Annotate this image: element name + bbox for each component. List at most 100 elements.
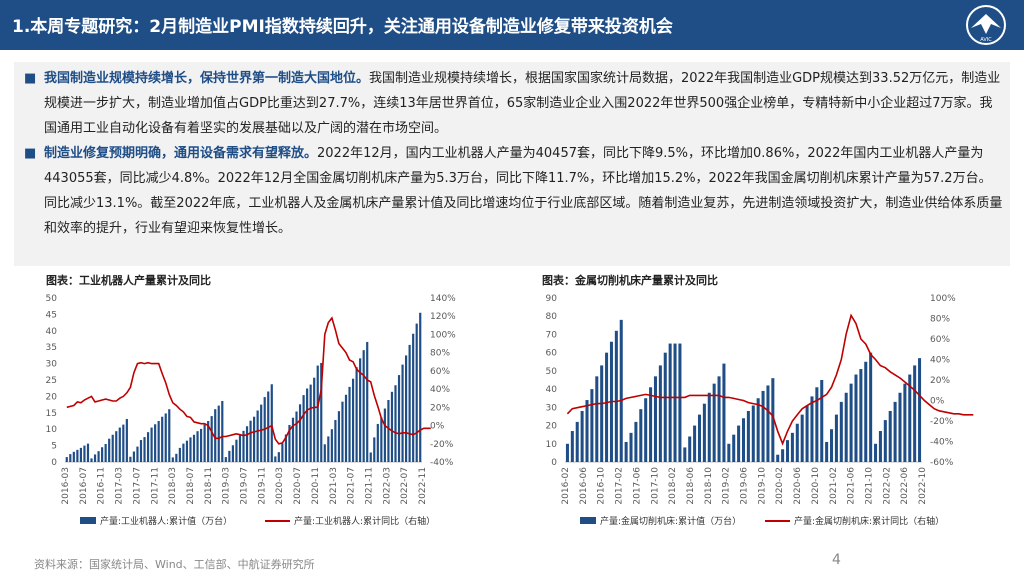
x-tick-label: 2021-03 <box>329 467 339 505</box>
bar <box>309 384 312 462</box>
bar <box>776 454 780 462</box>
bar <box>97 451 100 462</box>
right-axis-tick-label: 100% <box>930 294 956 304</box>
summary-paragraph-1: 我国制造业规模持续增长，保持世界第一制造大国地位。我国制造业规模持续增长，根据国… <box>44 66 1004 141</box>
bar <box>104 443 107 462</box>
bar <box>404 355 408 462</box>
bar <box>751 405 755 462</box>
bar <box>678 343 682 462</box>
bar <box>146 432 150 462</box>
bar <box>125 419 128 462</box>
x-tick-label: 2020-06 <box>793 467 803 505</box>
bar <box>171 457 174 462</box>
left-axis-tick-label: 40 <box>546 385 558 395</box>
bar <box>224 457 227 462</box>
bar <box>649 387 653 462</box>
bar <box>668 343 672 462</box>
right-axis-tick-label: 100% <box>430 330 456 340</box>
bar <box>795 423 799 462</box>
bar <box>746 410 750 462</box>
left-axis-tick-label: 10 <box>46 425 58 435</box>
avic-logo: AVIC <box>966 5 1006 45</box>
x-tick-label: 2016-06 <box>579 467 589 505</box>
bar <box>707 392 711 462</box>
x-tick-label: 2017-02 <box>615 467 625 505</box>
bar <box>189 437 192 462</box>
bar <box>231 445 234 462</box>
bar <box>790 432 794 462</box>
bar <box>722 363 726 462</box>
x-tick-label: 2022-11 <box>418 467 428 505</box>
right-axis-tick-label: -40% <box>930 438 954 448</box>
x-tick-label: 2018-03 <box>168 467 178 505</box>
right-axis-tick-label: -40% <box>430 458 454 468</box>
bar <box>874 443 878 462</box>
bar <box>387 400 390 462</box>
x-tick-label: 2019-10 <box>757 467 767 505</box>
paragraph-1-body: 我国制造业规模持续增长，根据国家国家统计局数据，2022年我国制造业GDP规模达… <box>44 71 1001 136</box>
bar <box>65 457 68 462</box>
bar <box>903 383 907 462</box>
bar <box>380 417 383 462</box>
x-tick-label: 2019-07 <box>240 467 250 505</box>
bar <box>580 410 584 462</box>
bar <box>284 434 288 462</box>
x-tick-label: 2018-11 <box>204 467 214 505</box>
bar <box>697 414 702 462</box>
bar <box>781 449 785 462</box>
bar <box>408 344 411 462</box>
bar <box>79 447 83 462</box>
bar <box>295 411 298 462</box>
bar <box>320 362 323 462</box>
bar <box>869 352 873 462</box>
right-axis-tick-label: 80% <box>430 349 450 359</box>
bar <box>330 429 333 462</box>
left-axis-tick-label: 30 <box>46 360 58 370</box>
legend-bar-label: 产量:金属切削机床:累计值（万台） <box>600 515 741 527</box>
bar <box>712 383 716 462</box>
legend-bar-label: 产量:工业机器人:累计值（万台） <box>100 515 232 527</box>
x-tick-label: 2020-11 <box>311 467 321 505</box>
bar <box>203 424 206 462</box>
bar <box>614 330 618 462</box>
bar <box>639 409 643 462</box>
chart-1-title: 图表：工业机器人产量累计及同比 <box>46 274 211 287</box>
bar <box>913 365 917 462</box>
bar <box>683 447 687 462</box>
bar <box>207 421 210 462</box>
bar <box>918 358 922 462</box>
x-tick-label: 2021-11 <box>364 467 374 505</box>
bar <box>281 443 284 462</box>
bar <box>101 447 104 462</box>
summary-paragraph-2: 制造业修复预期明确，通用设备需求有望释放。2022年12月，国内工业机器人产量为… <box>44 141 1004 241</box>
bar <box>810 396 814 462</box>
bar <box>766 385 770 462</box>
left-axis-tick-label: 35 <box>46 343 57 353</box>
bar <box>888 410 892 462</box>
bar <box>362 350 365 462</box>
bar <box>93 454 97 462</box>
x-tick-label: 2019-02 <box>722 467 732 505</box>
bar <box>673 343 677 462</box>
bar <box>908 374 912 462</box>
robot-production-chart: 0 5 10 15 20 25 30 35 40 45 50 -40% -20% 0% 20% 40% 60% 8… <box>46 294 457 527</box>
bar <box>235 439 238 462</box>
bar <box>658 365 662 462</box>
logo-text: AVIC <box>980 37 992 43</box>
bar <box>344 394 348 462</box>
yoy-line <box>566 313 974 446</box>
x-tick-label: 2018-07 <box>186 467 196 505</box>
bar <box>168 409 171 462</box>
legend-line-label: 产量:金属切削机床:累计同比（右轴） <box>794 515 944 527</box>
bar <box>164 413 167 462</box>
bar <box>834 414 838 462</box>
bar <box>72 451 75 462</box>
bar <box>383 408 386 462</box>
left-axis-tick-label: 0 <box>551 458 557 468</box>
bar <box>228 450 231 462</box>
left-axis-tick-label: 40 <box>46 327 58 337</box>
page-title: 1.本周专题研究：2月制造业PMI指数持续回升，关注通用设备制造业修复带来投资机… <box>12 17 673 37</box>
x-tick-label: 2017-11 <box>150 467 160 505</box>
x-tick-label: 2018-02 <box>668 467 678 505</box>
x-tick-label: 2016-11 <box>97 467 107 505</box>
